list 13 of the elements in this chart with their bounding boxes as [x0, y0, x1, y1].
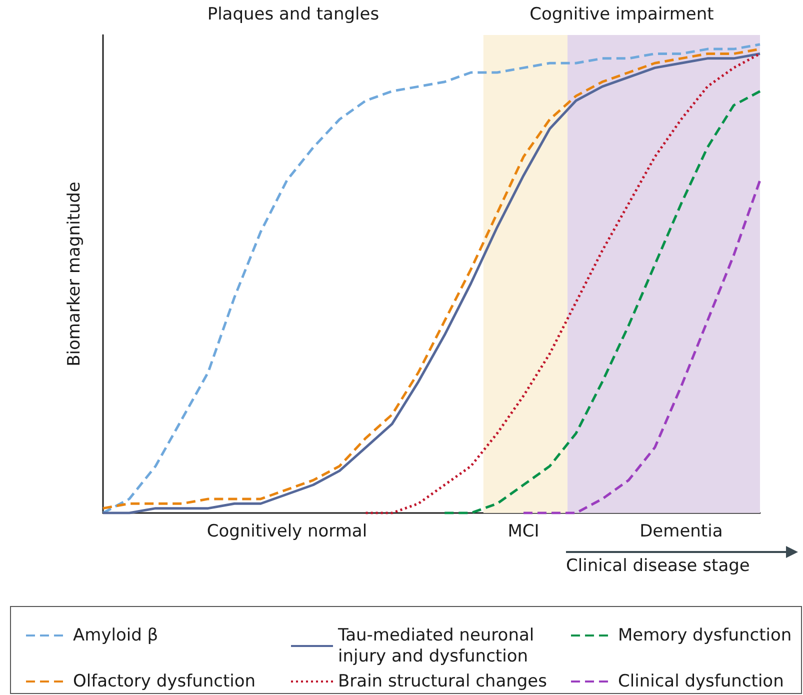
legend-label: Tau-mediated neuronal injury and dysfunction — [337, 626, 540, 666]
x-axis-title: Clinical disease stage — [566, 556, 750, 576]
legend-label: Olfactory dysfunction — [73, 672, 256, 692]
y-axis-title: Biomarker magnitude — [64, 182, 84, 366]
x-tick-label: Dementia — [640, 522, 723, 542]
x-tick-label: Cognitively normal — [206, 522, 368, 542]
text: Plaques and tangles — [207, 4, 380, 24]
legend-label: Brain structural changes — [338, 672, 548, 692]
legend-label: Clinical dysfunction — [618, 672, 784, 692]
x-tick-label: MCI — [508, 522, 540, 542]
legend-label: Amyloid β — [73, 626, 158, 646]
text: Cognitive impairment — [530, 4, 714, 24]
legend-label: Memory dysfunction — [618, 626, 792, 646]
